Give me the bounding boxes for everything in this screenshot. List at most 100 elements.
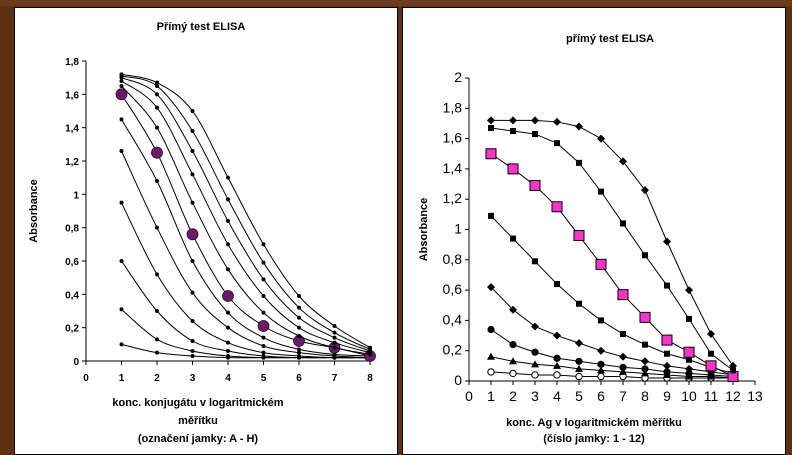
series-line bbox=[490, 371, 733, 379]
data-point bbox=[261, 260, 266, 265]
data-point bbox=[190, 339, 195, 343]
data-point bbox=[598, 188, 604, 195]
data-point bbox=[663, 361, 671, 370]
data-point bbox=[597, 346, 605, 355]
data-point bbox=[261, 277, 266, 282]
series-line bbox=[490, 356, 734, 379]
data-point bbox=[532, 258, 538, 265]
series-line bbox=[490, 329, 734, 377]
data-point bbox=[597, 366, 605, 374]
data-point bbox=[155, 80, 159, 85]
data-point bbox=[597, 372, 605, 381]
data-point-highlight bbox=[683, 346, 695, 358]
data-point bbox=[190, 349, 195, 353]
right-chart-panel: přímý test ELISA 0 0,2 0,4 0,6 0,8 1 1,2 1,4 1,6 1… bbox=[402, 7, 786, 455]
data-point bbox=[664, 282, 670, 289]
left-chart-panel: Přímý test ELISA 0 0,2 0,4 0,6 0,8 1 1,2 1,4 1,6 1… bbox=[14, 7, 398, 455]
y-tick-label: 0 bbox=[454, 372, 462, 388]
data-point bbox=[576, 300, 582, 307]
data-point bbox=[663, 237, 671, 246]
data-point bbox=[597, 360, 605, 368]
series-line bbox=[121, 75, 371, 350]
y-tick-label: 1 bbox=[454, 221, 462, 237]
data-point-highlight bbox=[507, 163, 519, 175]
data-point-highlight bbox=[617, 289, 629, 301]
y-tick-label: 1,8 bbox=[65, 57, 79, 68]
x-tick-label: 0 bbox=[465, 388, 473, 404]
chart-title: přímý test ELISA bbox=[566, 33, 654, 45]
y-tick-label: 0,2 bbox=[65, 324, 79, 335]
data-point bbox=[261, 242, 266, 247]
x-tick-label: 0 bbox=[83, 373, 89, 384]
data-point-highlight bbox=[151, 146, 163, 159]
data-point bbox=[119, 259, 124, 263]
data-point-highlight bbox=[551, 201, 563, 213]
data-point bbox=[119, 117, 124, 122]
data-point bbox=[155, 272, 159, 277]
data-point bbox=[261, 344, 266, 348]
data-point bbox=[509, 116, 517, 125]
x-tick-label: 3 bbox=[531, 388, 539, 404]
x-tick-label: 11 bbox=[704, 388, 719, 404]
series-line bbox=[490, 286, 734, 376]
data-point bbox=[553, 354, 561, 362]
data-point bbox=[226, 242, 230, 247]
data-point bbox=[685, 364, 693, 373]
data-point bbox=[707, 330, 715, 339]
y-axis-label: Absorbance bbox=[28, 179, 40, 243]
data-point bbox=[620, 220, 626, 227]
y-tick-label: 0,8 bbox=[443, 251, 463, 267]
data-point bbox=[729, 361, 737, 370]
data-point bbox=[226, 219, 230, 223]
data-point bbox=[553, 117, 561, 126]
chart-title: Přímý test ELISA bbox=[157, 21, 246, 33]
data-point bbox=[190, 129, 195, 133]
data-point bbox=[297, 294, 301, 298]
data-point bbox=[261, 310, 266, 315]
data-point bbox=[226, 349, 230, 353]
data-point bbox=[155, 350, 159, 355]
data-point-highlight bbox=[705, 360, 717, 372]
data-point bbox=[642, 341, 648, 348]
data-point bbox=[532, 131, 538, 138]
data-point bbox=[155, 225, 159, 230]
data-point bbox=[297, 315, 301, 320]
data-point bbox=[553, 331, 561, 340]
data-point bbox=[155, 179, 159, 183]
data-point bbox=[620, 331, 626, 338]
data-point bbox=[226, 340, 230, 345]
data-point bbox=[642, 252, 648, 259]
data-point bbox=[190, 172, 195, 177]
data-point bbox=[509, 357, 517, 365]
data-point-highlight bbox=[573, 230, 585, 242]
y-tick-label: 1,2 bbox=[65, 157, 79, 168]
x-tick-label: 4 bbox=[553, 388, 561, 404]
data-point bbox=[155, 337, 159, 342]
data-point bbox=[119, 149, 124, 153]
data-point bbox=[297, 350, 301, 355]
x-tick-label: 8 bbox=[367, 373, 373, 384]
data-point bbox=[297, 334, 301, 338]
data-point bbox=[155, 309, 159, 313]
data-point bbox=[531, 116, 539, 125]
y-tick-label: 0,4 bbox=[443, 311, 463, 327]
data-point bbox=[190, 354, 195, 358]
data-point bbox=[531, 322, 539, 331]
data-point bbox=[332, 345, 337, 350]
data-point bbox=[119, 72, 124, 77]
data-point-highlight bbox=[257, 320, 270, 332]
data-point bbox=[641, 369, 649, 377]
data-point bbox=[119, 79, 124, 83]
data-point bbox=[686, 356, 692, 363]
data-point bbox=[226, 267, 230, 272]
x-axis-label: měřítku bbox=[178, 415, 218, 427]
data-point bbox=[664, 350, 670, 357]
data-point bbox=[226, 175, 230, 180]
data-point bbox=[261, 350, 266, 355]
data-point bbox=[510, 128, 516, 135]
data-point bbox=[190, 109, 195, 113]
data-point bbox=[531, 348, 539, 356]
data-point bbox=[297, 354, 301, 358]
data-point bbox=[663, 368, 671, 376]
x-axis-label: (číslo jamky: 1 - 12) bbox=[543, 433, 645, 445]
